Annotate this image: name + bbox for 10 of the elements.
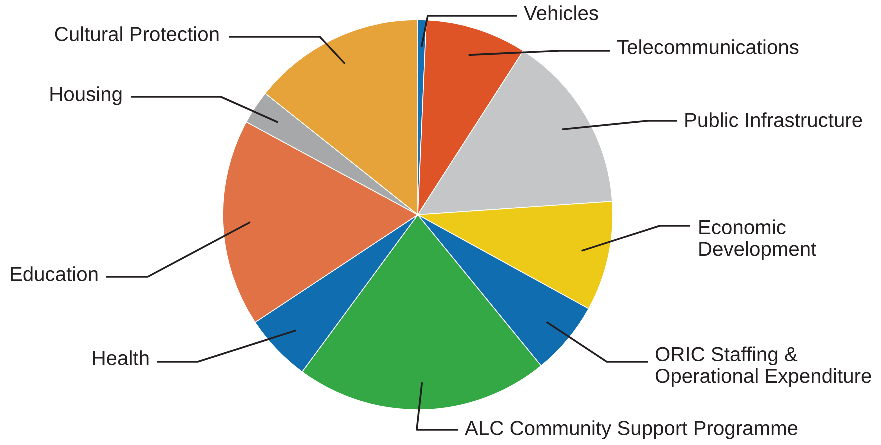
slice-label: Health [93,350,149,366]
slice-label: ORIC Staffing & Operational Expenditure [656,346,872,388]
slice-label: Economic Development [700,220,817,260]
slice-label: Public Infrastructure [686,112,862,128]
slice-label: Housing [50,86,122,106]
slice-label: Telecommunications [617,40,799,54]
slice-label: Education [11,266,98,282]
slice-label: ALC Community Support Programme [465,420,798,440]
slice-label: Cultural Protection [55,26,219,42]
slice-label: Vehicles [524,6,598,20]
